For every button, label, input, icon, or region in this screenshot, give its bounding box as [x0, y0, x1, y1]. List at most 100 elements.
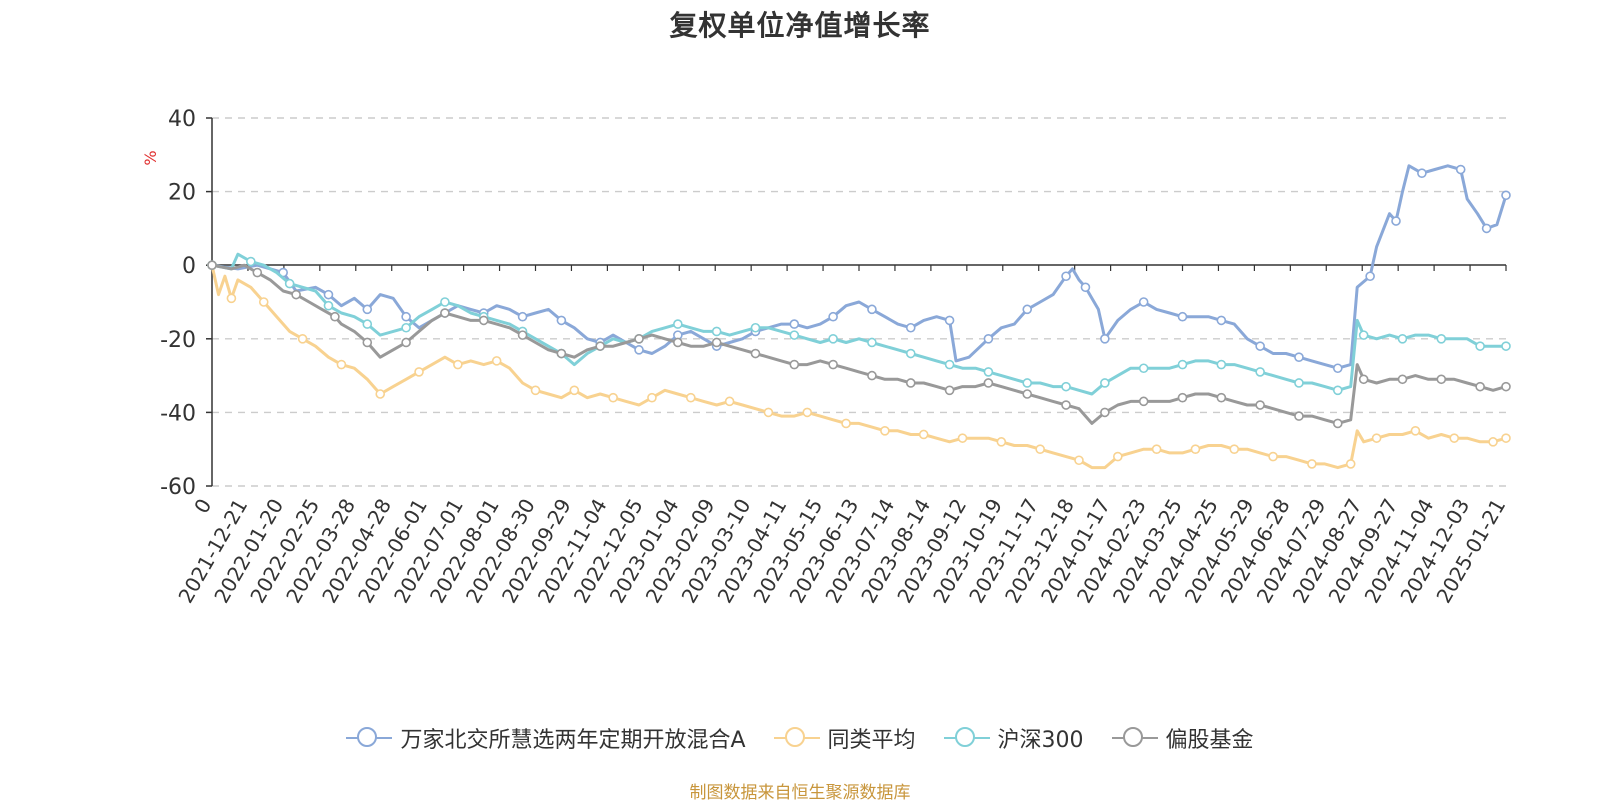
series-point-2: [828, 333, 838, 344]
series-point-0: [867, 304, 877, 315]
series-point-3: [944, 385, 955, 396]
series-point-3: [1061, 400, 1071, 410]
series-point-1: [1268, 451, 1278, 462]
source-note: 制图数据来自恒生聚源数据库: [689, 783, 911, 800]
series-point-1: [724, 396, 735, 407]
series-point-2: [284, 278, 295, 289]
series-point-1: [763, 407, 774, 418]
series-point-2: [1294, 378, 1304, 388]
series-point-0: [983, 333, 994, 344]
series-point-3: [1022, 389, 1033, 399]
y-tick-label: 0: [182, 254, 196, 279]
series-point-1: [375, 389, 386, 399]
series-point-1: [491, 356, 502, 366]
series-point-2: [1475, 341, 1485, 351]
series-point-3: [401, 337, 411, 348]
series-point-1: [647, 392, 657, 403]
series-point-3: [1501, 381, 1511, 392]
series-point-3: [867, 370, 877, 381]
series-point-2: [401, 322, 411, 333]
series-point-1: [1113, 451, 1123, 462]
series-point-3: [1436, 374, 1447, 385]
series-point-2: [867, 337, 877, 348]
series-point-1: [336, 359, 347, 370]
legend-marker-icon: [346, 726, 393, 750]
series-point-3: [556, 348, 567, 359]
series-point-1: [1501, 433, 1511, 443]
series-point-3: [1177, 392, 1188, 403]
series-point-0: [1177, 311, 1188, 322]
series-point-2: [1177, 359, 1188, 370]
legend-item-2[interactable]: 沪深300: [943, 722, 1084, 754]
series-point-1: [1151, 444, 1162, 455]
series-point-1: [957, 433, 968, 443]
series-point-0: [323, 289, 334, 300]
series-point-0: [1481, 223, 1492, 234]
series-point-1: [918, 429, 929, 440]
series-point-1: [414, 367, 424, 377]
series-point-1: [880, 425, 890, 436]
legend-label: 沪深300: [997, 728, 1084, 753]
series-point-0: [362, 304, 373, 315]
series-point-2: [1022, 378, 1033, 388]
series-point-0: [905, 322, 916, 333]
series-point-1: [1190, 444, 1201, 455]
legend-label: 同类平均: [827, 728, 916, 753]
series-point-2: [440, 297, 450, 307]
series-point-0: [1294, 352, 1304, 363]
y-tick-label: -40: [160, 401, 196, 426]
legend-item-3[interactable]: 偏股基金: [1111, 722, 1254, 754]
series-point-3: [1138, 396, 1149, 407]
series-point-0: [1455, 164, 1466, 175]
series-point-2: [789, 330, 800, 340]
series-point-0: [517, 311, 528, 322]
legend-item-0[interactable]: 万家北交所慧选两年定期开放混合A: [346, 722, 746, 754]
series-point-2: [983, 367, 994, 377]
series-point-3: [1294, 411, 1304, 421]
series-point-1: [685, 392, 696, 403]
series-point-3: [828, 359, 838, 370]
series-point-3: [1475, 381, 1485, 392]
series-point-1: [996, 437, 1007, 447]
legend-marker-icon: [773, 726, 820, 750]
series-point-1: [1035, 444, 1045, 455]
series-point-1: [1229, 444, 1240, 455]
series-point-1: [802, 407, 813, 418]
series-point-0: [1022, 304, 1033, 315]
series-point-1: [1371, 433, 1382, 443]
series-point-2: [905, 348, 916, 359]
series-line-1: [210, 263, 1508, 470]
series-point-1: [1410, 425, 1421, 436]
x-tick-label: 0: [189, 495, 216, 518]
series-point-3: [634, 333, 644, 344]
series-point-2: [362, 319, 373, 329]
series-point-3: [517, 330, 528, 340]
series-point-2: [711, 326, 722, 337]
series-point-3: [440, 308, 450, 318]
series-point-1: [1345, 459, 1356, 469]
series-point-0: [1391, 216, 1401, 226]
series-point-0: [1255, 341, 1265, 351]
series-point-1: [569, 385, 580, 396]
legend-marker-icon: [1111, 726, 1158, 750]
series-point-0: [556, 315, 567, 326]
series-point-0: [944, 315, 955, 326]
series-point-0: [401, 311, 411, 322]
series-point-2: [323, 300, 334, 311]
series-point-2: [1501, 341, 1511, 351]
series-point-2: [246, 256, 256, 267]
series-point-2: [944, 359, 955, 370]
series-point-3: [207, 260, 217, 271]
series-point-3: [905, 378, 916, 388]
y-tick-label: 20: [168, 181, 196, 206]
legend-item-1[interactable]: 同类平均: [773, 722, 916, 754]
y-axis-label: %: [141, 150, 160, 165]
axis-layer: 40200-20-40-60%02021-12-212022-01-202022…: [141, 107, 1510, 607]
series-point-2: [673, 319, 683, 329]
series-point-3: [789, 359, 800, 370]
series-point-3: [1397, 374, 1408, 385]
series-point-1: [1488, 437, 1498, 447]
series-point-2: [1138, 363, 1149, 374]
series-point-0: [1365, 271, 1375, 282]
